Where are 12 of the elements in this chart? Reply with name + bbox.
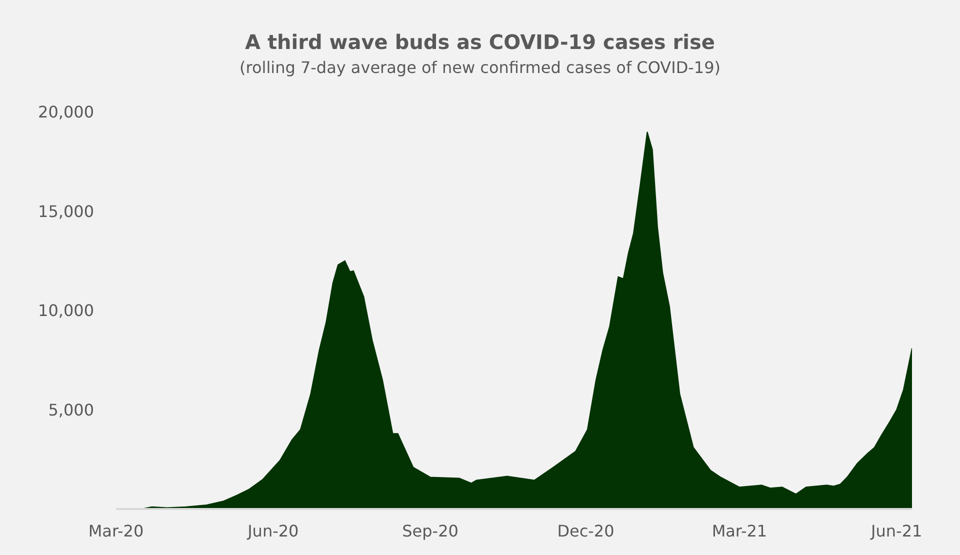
x-tick-label: Mar-21 [712, 521, 768, 540]
chart-title: A third wave buds as COVID-19 cases rise [244, 30, 716, 54]
y-tick-label: 5,000 [48, 400, 94, 420]
y-tick-label: 20,000 [38, 102, 94, 122]
y-tick-label: 10,000 [38, 301, 94, 320]
x-tick-label: Jun-21 [870, 521, 922, 540]
chart-subtitle: (rolling 7-day average of new confirmed cases of COVID-19) [238, 58, 722, 77]
x-tick-label: Dec-20 [557, 521, 614, 540]
x-tick-label: Mar-20 [88, 521, 144, 540]
x-tick-label: Jun-20 [246, 521, 299, 540]
x-tick-label: Sep-20 [402, 521, 458, 540]
y-tick-label: 15,000 [38, 202, 94, 221]
